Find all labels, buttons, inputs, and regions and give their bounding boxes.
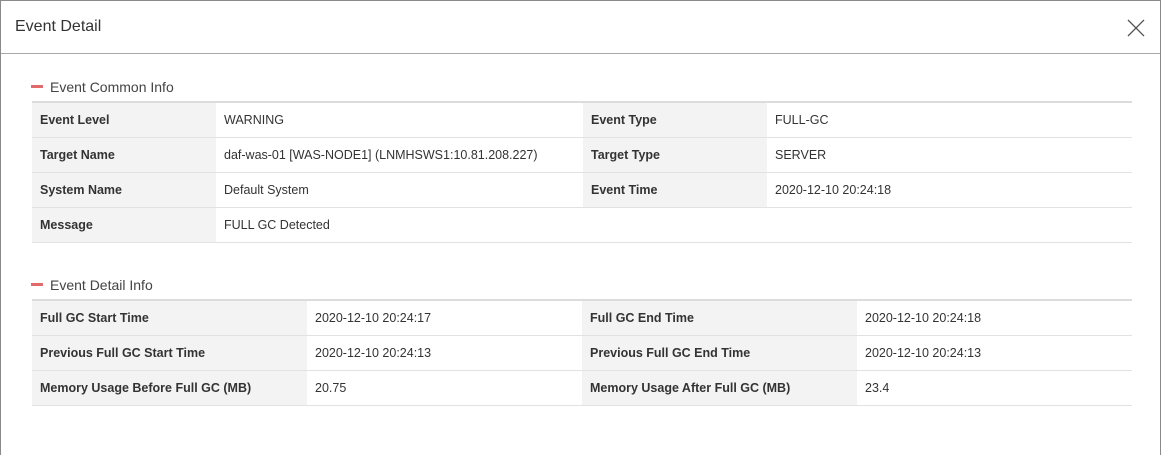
field-label: Event Level [32,101,216,138]
field-value: 2020-12-10 20:24:17 [307,299,582,336]
section-title-text: Event Common Info [50,79,174,95]
table-row: System Name Default System Event Time 2020-… [32,171,1132,208]
section-title-common: Event Common Info [31,79,174,95]
section-title-text: Event Detail Info [50,277,153,293]
section-title-detail: Event Detail Info [31,277,153,293]
field-label: Target Type [583,136,767,173]
table-row: Target Name daf-was-01 [WAS-NODE1] (LNMHS… [32,136,1132,173]
field-label: Event Type [583,101,767,138]
field-value: daf-was-01 [WAS-NODE1] (LNMHSWS1:10.81.2… [216,136,583,173]
detail-info-table: Full GC Start Time 2020-12-10 20:24:17 Ful… [32,299,1132,406]
field-value: FULL GC Detected [216,206,1132,243]
field-label: Message [32,206,216,243]
field-value: WARNING [216,101,583,138]
field-value: 23.4 [857,369,1132,406]
field-value: 2020-12-10 20:24:13 [857,334,1132,371]
dialog-header: Event Detail [1,1,1160,54]
table-row: Memory Usage Before Full GC (MB) 20.75 Mem… [32,369,1132,406]
close-icon[interactable] [1126,18,1146,38]
field-value: FULL-GC [767,101,1132,138]
field-value: SERVER [767,136,1132,173]
common-info-table: Event Level WARNING Event Type FULL-GC Targ… [32,101,1132,243]
table-row: Event Level WARNING Event Type FULL-GC [32,101,1132,138]
field-label: Memory Usage After Full GC (MB) [582,369,857,406]
section-dash-icon [31,282,43,286]
field-value: 2020-12-10 20:24:13 [307,334,582,371]
field-value: Default System [216,171,583,208]
field-label: Previous Full GC End Time [582,334,857,371]
field-label: Full GC Start Time [32,299,307,336]
field-label: Full GC End Time [582,299,857,336]
table-row: Previous Full GC Start Time 2020-12-10 20… [32,334,1132,371]
field-label: Previous Full GC Start Time [32,334,307,371]
field-value: 20.75 [307,369,582,406]
field-label: Event Time [583,171,767,208]
field-label: System Name [32,171,216,208]
field-value: 2020-12-10 20:24:18 [857,299,1132,336]
table-row: Message FULL GC Detected [32,206,1132,243]
field-label: Memory Usage Before Full GC (MB) [32,369,307,406]
dialog-title: Event Detail [15,18,102,35]
field-value: 2020-12-10 20:24:18 [767,171,1132,208]
field-label: Target Name [32,136,216,173]
table-row: Full GC Start Time 2020-12-10 20:24:17 Ful… [32,299,1132,336]
section-dash-icon [31,84,43,88]
